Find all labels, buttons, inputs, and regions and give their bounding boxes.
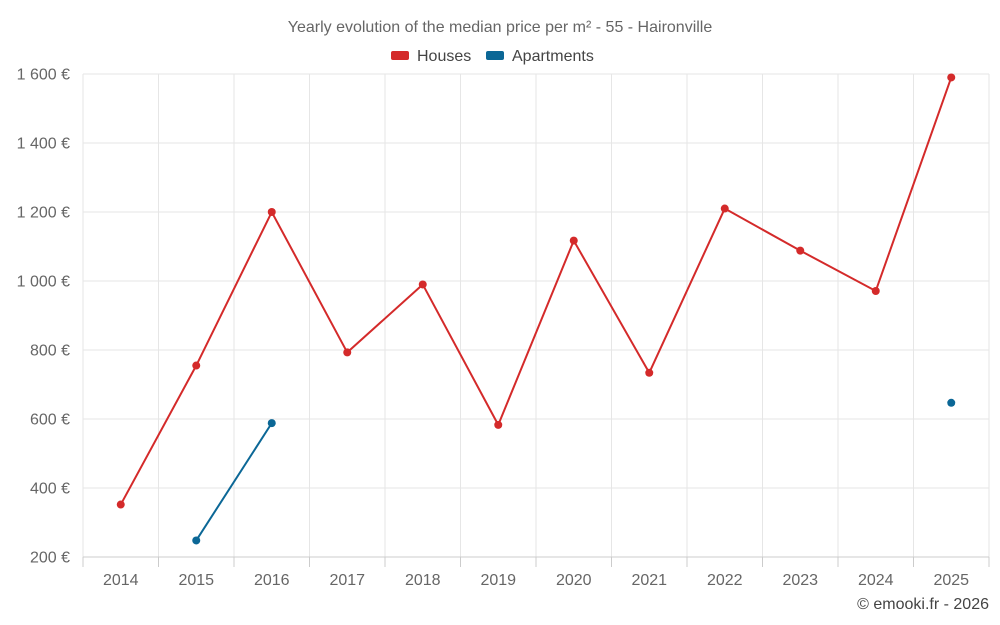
chart-title: Yearly evolution of the median price per… xyxy=(288,19,713,36)
x-tick-label: 2014 xyxy=(103,572,139,589)
data-point[interactable] xyxy=(871,287,880,296)
y-tick-label: 800 € xyxy=(30,343,70,360)
data-point[interactable] xyxy=(343,348,352,357)
legend-item-houses[interactable]: Houses xyxy=(391,48,471,65)
legend-label: Houses xyxy=(417,48,471,65)
x-tick-label: 2017 xyxy=(329,572,365,589)
axes: 200 € 400 € 600 € 800 € 1 000 € 1 200 € 1 400 … xyxy=(17,67,990,589)
legend[interactable]: Houses Apartments xyxy=(391,48,594,65)
y-tick-label: 200 € xyxy=(30,550,70,567)
data-point[interactable] xyxy=(494,420,503,429)
x-tick-label: 2020 xyxy=(556,572,592,589)
data-point[interactable] xyxy=(267,208,276,216)
x-tick-label: 2021 xyxy=(631,572,667,589)
legend-swatch xyxy=(391,51,409,60)
data-point[interactable] xyxy=(267,419,276,428)
data-point[interactable] xyxy=(796,246,805,255)
data-point[interactable] xyxy=(116,500,125,509)
x-tick-label: 2019 xyxy=(480,572,516,589)
data-point[interactable] xyxy=(645,368,654,377)
series-layer xyxy=(116,73,956,545)
y-tick-label: 1 600 € xyxy=(17,67,70,84)
data-point[interactable] xyxy=(418,280,427,289)
data-point[interactable] xyxy=(569,236,578,245)
y-tick-label: 1 400 € xyxy=(17,136,70,153)
y-tick-label: 400 € xyxy=(30,481,70,498)
x-tick-label: 2023 xyxy=(782,572,818,589)
x-tick-label: 2025 xyxy=(933,572,969,589)
data-point[interactable] xyxy=(947,398,956,407)
credit-text[interactable]: © emooki.fr - 2026 xyxy=(857,596,989,613)
data-point[interactable] xyxy=(192,361,201,370)
series-apartments[interactable] xyxy=(192,398,956,545)
data-point[interactable] xyxy=(720,204,729,213)
data-point[interactable] xyxy=(192,536,201,545)
y-tick-label: 1 000 € xyxy=(17,274,70,291)
x-tick-label: 2018 xyxy=(405,572,441,589)
x-tick-label: 2015 xyxy=(178,572,214,589)
y-tick-label: 1 200 € xyxy=(17,205,70,222)
y-tick-label: 600 € xyxy=(30,412,70,429)
x-tick-label: 2022 xyxy=(707,572,743,589)
x-tick-label: 2016 xyxy=(254,572,290,589)
series-line xyxy=(119,77,953,506)
legend-item-apartments[interactable]: Apartments xyxy=(486,48,594,65)
x-tick-label: 2024 xyxy=(858,572,894,589)
series-houses[interactable] xyxy=(116,73,956,509)
series-line xyxy=(195,422,273,541)
grid xyxy=(82,73,990,557)
legend-swatch xyxy=(486,51,504,60)
data-point[interactable] xyxy=(947,73,956,82)
legend-label: Apartments xyxy=(512,48,594,65)
